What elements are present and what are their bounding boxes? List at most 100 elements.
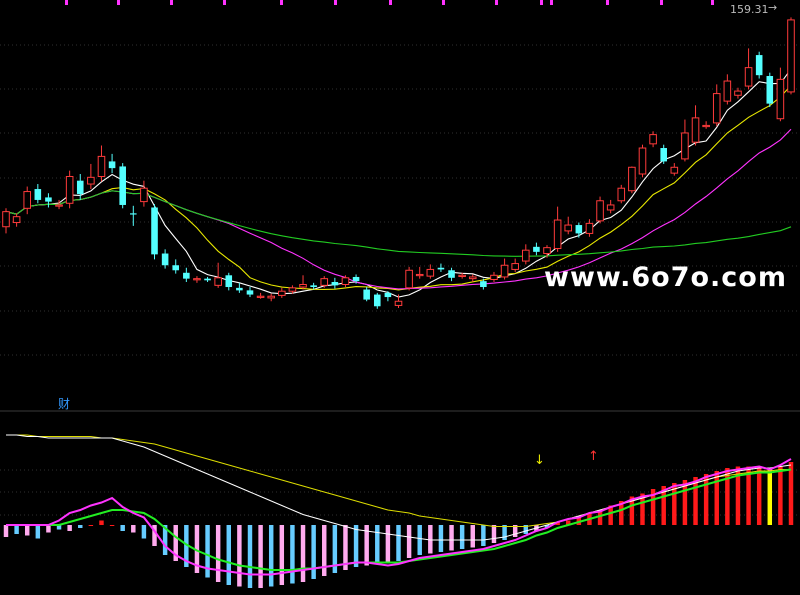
candle-body: [490, 274, 498, 280]
candle-body: [553, 219, 562, 250]
price-panel: [2, 17, 795, 309]
candle: [193, 276, 201, 283]
macd-bar: [523, 525, 529, 534]
candle: [352, 274, 360, 284]
candle: [183, 267, 190, 282]
candle: [691, 105, 700, 146]
top-tick: [280, 0, 283, 5]
candle-body: [172, 265, 180, 271]
candle-body: [766, 76, 774, 104]
macd-bar: [385, 525, 391, 563]
candle-body: [691, 117, 700, 143]
candle: [511, 258, 519, 272]
candle-body: [267, 295, 275, 299]
candle: [363, 287, 370, 302]
top-tick: [660, 0, 663, 5]
macd-bar: [438, 525, 444, 552]
candle-body: [373, 294, 381, 307]
candle: [256, 292, 265, 299]
candle: [288, 285, 297, 294]
candle-body: [617, 187, 626, 202]
candle-body: [108, 161, 116, 169]
candle-body: [702, 124, 710, 128]
candle-body: [45, 197, 52, 202]
candle: [596, 196, 604, 224]
candle-body: [299, 284, 307, 288]
macd-bar: [24, 525, 30, 536]
candle: [331, 277, 339, 289]
top-tick: [223, 0, 226, 5]
candle-body: [776, 78, 785, 120]
candle: [458, 272, 466, 279]
candle-body: [363, 289, 370, 300]
candle: [246, 287, 254, 298]
candle: [204, 276, 211, 282]
candle-body: [76, 180, 84, 195]
top-tick: [442, 0, 445, 5]
candle: [384, 291, 392, 302]
macd-bar: [162, 525, 168, 555]
macd-bar: [226, 525, 231, 585]
macd-bar: [672, 483, 677, 525]
candle: [55, 199, 63, 210]
price-label: 159.31: [730, 3, 769, 16]
candle: [76, 173, 84, 200]
top-tick: [495, 0, 498, 5]
candle-body: [681, 132, 689, 160]
macd-bar: [364, 525, 369, 566]
macd-bar: [99, 520, 104, 525]
macd-bar: [491, 525, 497, 543]
candle: [34, 184, 42, 204]
buy-arrow-icon: ↓: [534, 453, 545, 468]
top-tick: [606, 0, 609, 5]
macd-bar: [141, 525, 147, 539]
candle-body: [744, 67, 753, 87]
macd-bar: [778, 466, 783, 525]
candle: [723, 74, 732, 105]
candle: [480, 278, 487, 290]
candle: [553, 206, 562, 252]
macd-bar: [459, 525, 465, 549]
candle: [522, 244, 530, 265]
candle-body: [638, 147, 647, 175]
macd-bar: [682, 480, 688, 525]
candle-body: [288, 287, 297, 292]
candle: [490, 271, 498, 282]
candle: [225, 272, 233, 291]
candle-body: [575, 225, 583, 234]
candle-body: [246, 290, 254, 295]
candle: [468, 274, 477, 282]
macd-bar: [215, 525, 221, 582]
candle: [638, 144, 647, 178]
macd-bar: [703, 474, 709, 525]
candle-body: [596, 200, 604, 222]
top-tick: [540, 0, 543, 5]
candle: [670, 163, 679, 176]
macd-bar: [131, 525, 136, 533]
candle: [617, 184, 626, 204]
candle-body: [405, 269, 413, 289]
macd-bar: [237, 525, 242, 587]
candle-body: [660, 148, 667, 162]
macd-bar: [194, 525, 200, 573]
candle: [267, 293, 275, 302]
macd-bar: [290, 525, 295, 584]
macd-bar: [14, 525, 19, 534]
top-tick: [65, 0, 68, 5]
candle-body: [65, 175, 74, 204]
candle-body: [341, 277, 350, 286]
top-tick: [389, 0, 392, 5]
candle: [341, 275, 350, 288]
candle-body: [331, 281, 339, 286]
macd-bar: [46, 525, 51, 533]
candle: [97, 145, 106, 182]
macd-bar: [375, 525, 380, 564]
candle-body: [352, 276, 360, 282]
macd-bar: [332, 525, 338, 573]
macd-bar: [152, 525, 157, 546]
candle: [12, 213, 21, 227]
candle: [681, 119, 689, 162]
top-tick: [711, 0, 714, 5]
candle-body: [214, 277, 222, 286]
